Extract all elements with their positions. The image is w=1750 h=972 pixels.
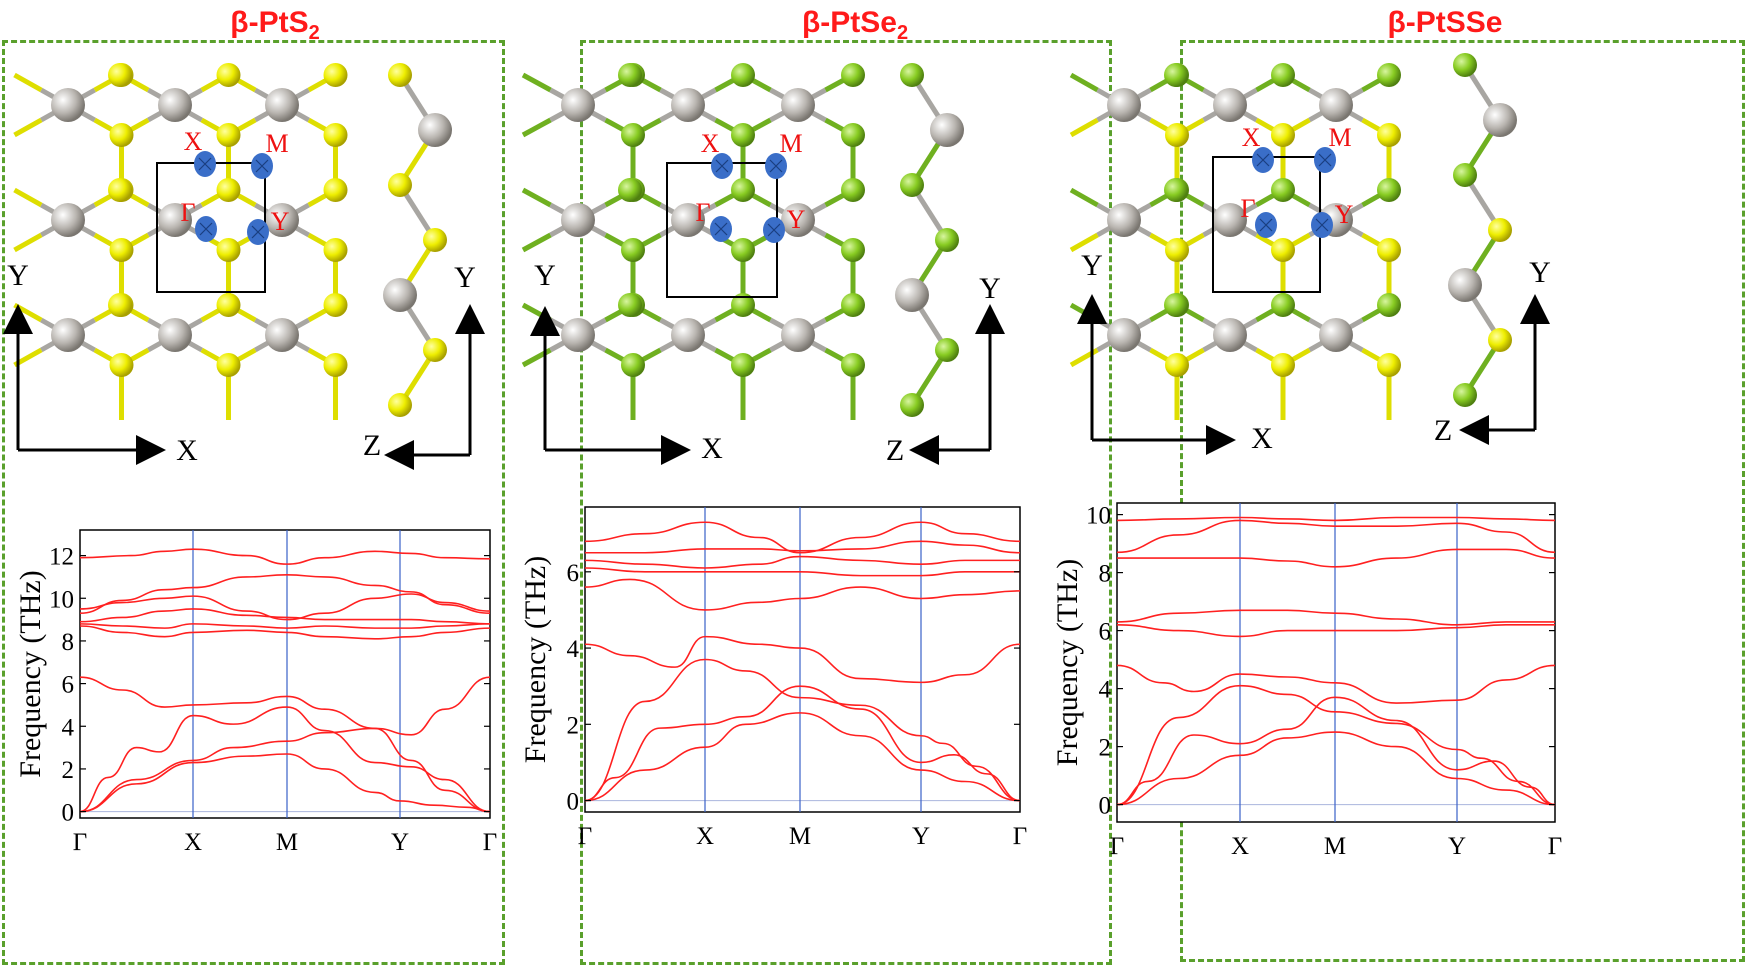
band-4 [79, 623, 491, 629]
panel-box-ptSe2 [580, 40, 1112, 965]
x-tick-label-3: Y [1448, 833, 1466, 860]
band-8 [1116, 731, 1556, 806]
band-9 [79, 753, 491, 813]
y-tick-label: 0 [1099, 793, 1112, 820]
y-tick-label: 6 [1099, 619, 1112, 646]
y-tick-label: 0 [62, 800, 75, 827]
plot-frame [584, 506, 1021, 813]
band-5 [1116, 664, 1556, 704]
y-tick-label: 6 [567, 560, 580, 587]
y-tick-label: 12 [49, 544, 74, 571]
band-2 [1116, 548, 1556, 568]
band-7 [79, 706, 491, 813]
band-0 [1116, 516, 1556, 522]
y-tick-label: 4 [1099, 677, 1112, 704]
band-8 [79, 727, 491, 813]
band-3 [1116, 609, 1555, 626]
band-chart-0: 0 2 4 6 8 10 12 Γ X M Y Γ Frequency (THz) [14, 529, 497, 856]
panel-title-ptSe2: β-PtSe2 [801, 6, 909, 44]
y-tick-label: 2 [62, 757, 75, 784]
x-tick-label-2: M [789, 823, 811, 850]
y-axis-title: Frequency (THz) [1051, 559, 1084, 766]
band-1 [79, 573, 491, 614]
band-5 [584, 635, 1021, 684]
band-6 [584, 658, 1021, 802]
plot-frame [1116, 502, 1556, 823]
band-7 [1116, 696, 1556, 806]
band-1 [1116, 519, 1556, 554]
y-tick-label: 2 [1099, 735, 1112, 762]
x-tick-label-3: Y [391, 829, 409, 856]
band-1 [585, 540, 1021, 554]
y-tick-label: 6 [62, 672, 75, 699]
panel-box-ptS2 [2, 40, 505, 965]
band-6 [79, 676, 491, 736]
y-tick-label: 10 [49, 586, 74, 613]
x-tick-label-3: Y [912, 823, 930, 850]
y-tick-label: 4 [62, 714, 75, 741]
x-tick-label-4: Γ [1013, 823, 1027, 850]
band-2 [584, 555, 1020, 569]
y-tick-label: 8 [62, 629, 75, 656]
band-6 [1116, 684, 1556, 806]
panel-box-ptSSe [1180, 40, 1745, 962]
band-2 [79, 593, 491, 621]
band-5 [79, 625, 491, 640]
band-3 [79, 608, 491, 625]
x-tick-label-4: Γ [1548, 833, 1562, 860]
band-0 [79, 548, 491, 565]
band-0 [584, 521, 1021, 554]
y-tick-label: 4 [567, 636, 580, 663]
y-axis-title: Frequency (THz) [519, 556, 552, 763]
band-4 [1116, 624, 1555, 638]
panel-title-ptSSe: β-PtSSe [1387, 6, 1503, 39]
y-axis-title: Frequency (THz) [14, 570, 47, 777]
x-tick-label-0: Γ [73, 829, 87, 856]
panel-title-ptS2: β-PtS2 [230, 6, 320, 44]
band-chart-2: 0 2 4 6 8 10 Γ X M Y Γ Frequency (THz) [1051, 502, 1562, 860]
x-tick-label-4: Γ [483, 829, 497, 856]
x-tick-label-0: Γ [1110, 833, 1124, 860]
band-7 [584, 685, 1021, 802]
x-tick-label-2: M [1324, 833, 1346, 860]
band-4 [584, 578, 1021, 611]
y-tick-label: 10 [1086, 503, 1111, 530]
plot-frame [79, 529, 491, 819]
x-tick-label-2: M [276, 829, 298, 856]
y-tick-label: 2 [567, 712, 580, 739]
x-tick-label-1: X [184, 829, 202, 856]
x-tick-label-1: X [696, 823, 714, 850]
band-8 [584, 712, 1021, 802]
x-tick-label-0: Γ [578, 823, 592, 850]
x-tick-label-1: X [1231, 833, 1249, 860]
band-3 [584, 567, 1020, 577]
y-tick-label: 0 [567, 789, 580, 816]
band-chart-1: 0 2 4 6 Γ X M Y Γ Frequency (THz) [519, 506, 1027, 850]
y-tick-label: 8 [1099, 561, 1112, 588]
